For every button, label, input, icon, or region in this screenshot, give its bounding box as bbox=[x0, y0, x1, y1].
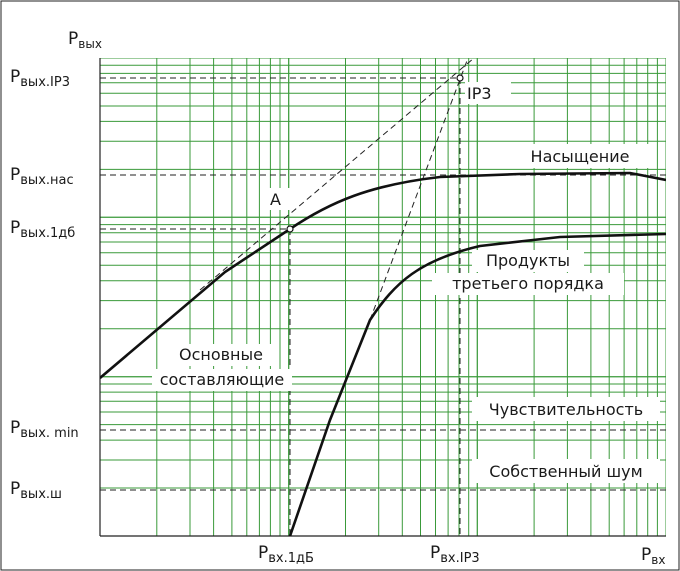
third-order-label-line2: третьего порядка bbox=[452, 274, 604, 293]
x-tick-label-p1db: Pвх.1дБ bbox=[258, 543, 314, 566]
x-axis-title: Pвх bbox=[641, 545, 665, 567]
ip3-marker bbox=[456, 74, 464, 82]
y-tick-label-noise: Pвых.ш bbox=[10, 479, 62, 502]
label-backgrounds bbox=[152, 82, 660, 483]
log-grid bbox=[100, 58, 666, 536]
third-order-extrapolation bbox=[369, 57, 469, 321]
saturation-label: Насыщение bbox=[531, 147, 630, 166]
sensitivity-label: Чувствительность bbox=[489, 400, 643, 419]
fundamental-label-line2: составляющие bbox=[160, 370, 285, 389]
x-tick-label-ip3: Pвх.IP3 bbox=[430, 543, 480, 566]
guide-lines bbox=[100, 57, 666, 536]
y-axis-title: Pвых bbox=[68, 29, 102, 51]
y-tick-label-saturation: Pвых.нас bbox=[10, 165, 74, 188]
fundamental-curve bbox=[100, 171, 666, 379]
y-tick-label-ip3: Pвых.IP3 bbox=[10, 67, 70, 90]
third-order-label-line1: Продукты bbox=[486, 251, 570, 270]
noise-label: Собственный шум bbox=[489, 462, 642, 481]
point-a-label: A bbox=[270, 190, 281, 209]
point-a-marker bbox=[286, 225, 294, 233]
third-order-curve bbox=[288, 232, 666, 536]
y-tick-label-min: Pвых. min bbox=[10, 418, 79, 441]
ip3-point-label: IP3 bbox=[467, 84, 492, 103]
y-tick-label-p1db: Pвых.1дб bbox=[10, 218, 75, 241]
fundamental-label-line1: Основные bbox=[179, 345, 263, 364]
